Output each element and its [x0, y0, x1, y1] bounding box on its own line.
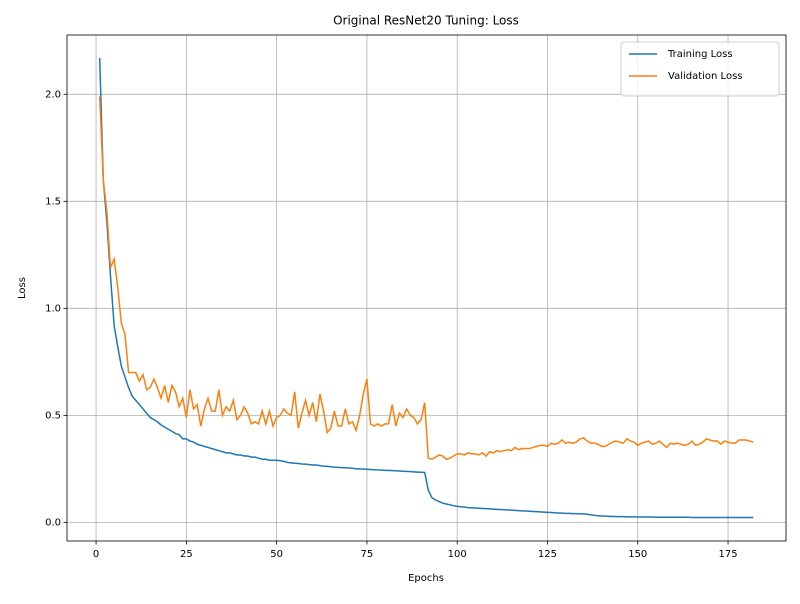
legend-label: Validation Loss — [668, 71, 743, 82]
line — [98, 57, 754, 519]
x-tick-label: 150 — [628, 549, 647, 560]
y-tick-label: 2.0 — [45, 89, 61, 100]
x-axis-label: Epochs — [408, 573, 444, 584]
x-tick-label: 75 — [361, 549, 374, 560]
x-tick-label: 125 — [538, 549, 557, 560]
legend: Training Loss Validation Loss — [620, 41, 780, 97]
y-tick-label: 1.0 — [45, 303, 61, 314]
legend-box — [620, 41, 780, 97]
y-tick-label: 0.5 — [45, 410, 61, 421]
y-axis-label: Loss — [17, 277, 28, 299]
x-tick-label: 175 — [718, 549, 737, 560]
x-tick-label: 50 — [270, 549, 283, 560]
y-tick-label: 1.5 — [45, 196, 61, 207]
chart-title: Original ResNet20 Tuning: Loss — [333, 14, 519, 28]
x-tick-label: 100 — [448, 549, 467, 560]
plot-frame — [66, 34, 787, 542]
x-tick-label: 25 — [180, 549, 193, 560]
line — [98, 96, 754, 461]
legend-label: Training Loss — [667, 49, 733, 60]
y-tick-label: 0.0 — [45, 517, 61, 528]
x-tick-label: 0 — [93, 549, 99, 560]
